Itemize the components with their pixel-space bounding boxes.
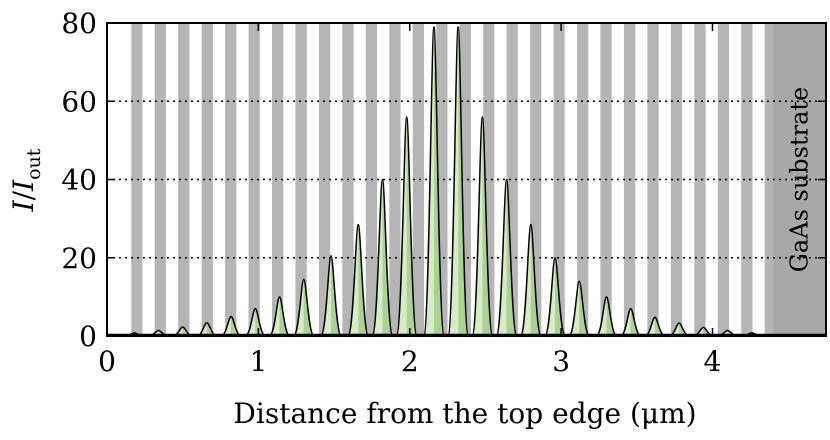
peak-fill-right — [579, 281, 590, 336]
layer-stripe — [154, 23, 166, 336]
layer-stripe — [201, 23, 213, 336]
intensity-peak — [244, 307, 267, 337]
intensity-peak — [519, 223, 542, 337]
peak-fill-left — [347, 224, 359, 336]
peak-fill-left — [568, 281, 580, 336]
y-tick-label: 40 — [61, 164, 97, 197]
peak-fill-left — [220, 316, 232, 336]
peak-fill-left — [447, 26, 459, 336]
layer-stripe — [178, 23, 190, 336]
intensity-area — [107, 26, 826, 337]
peak-fill-right — [606, 296, 617, 336]
y-tick-label: 80 — [61, 7, 97, 40]
peak-fill-left — [372, 179, 383, 336]
layer-stripe — [694, 23, 706, 336]
layer-stripe — [295, 23, 307, 336]
peak-fill-right — [382, 179, 393, 336]
peak-fill-left — [520, 224, 531, 336]
peak-fill-right — [303, 279, 315, 336]
layer-stripe — [506, 23, 518, 336]
x-tick-label: 3 — [552, 345, 570, 378]
layer-stripe — [741, 23, 753, 336]
substrate-region — [773, 23, 826, 336]
x-axis: 0 1 2 3 4 — [98, 23, 721, 378]
peak-fill-right — [358, 224, 369, 336]
substrate-label: GaAs substrate — [786, 87, 814, 272]
layer-stripe — [389, 23, 401, 336]
peak-fill-left — [596, 296, 607, 336]
peak-fill-left — [245, 308, 256, 336]
y-axis: 0 20 40 60 80 — [61, 7, 826, 353]
intensity-peak — [544, 256, 567, 337]
peak-fill-right — [654, 317, 666, 336]
y-tick-label: 20 — [61, 242, 97, 275]
intensity-peak — [395, 116, 418, 337]
layer-stripe — [670, 23, 683, 336]
peak-fill-left — [620, 308, 631, 336]
peak-fill-right — [458, 26, 469, 336]
intensity-peak — [268, 296, 291, 337]
peak-fill-left — [396, 116, 407, 337]
intensity-peak — [595, 296, 618, 337]
peak-fill-left — [472, 116, 483, 337]
layer-stripe — [717, 23, 730, 336]
peak-fill-right — [482, 116, 493, 337]
peak-fill-right — [679, 323, 690, 336]
layer-stripe — [530, 23, 542, 336]
peak-fill-right — [530, 224, 542, 336]
peak-fill-left — [293, 279, 304, 336]
x-tick-label: 1 — [249, 345, 267, 378]
peak-fill-left — [196, 322, 207, 336]
intensity-peak — [319, 255, 343, 337]
x-tick-label: 4 — [704, 345, 722, 378]
peak-fill-left — [668, 323, 680, 336]
layer-stripe — [131, 23, 143, 336]
intensity-peak — [568, 280, 591, 337]
peak-fill-right — [433, 26, 445, 336]
y-tick-label: 60 — [61, 85, 97, 118]
intensity-peak — [292, 278, 315, 337]
y-tick-label: 0 — [79, 320, 97, 353]
layer-stripe — [412, 23, 425, 336]
layer-stripe — [483, 23, 495, 336]
peak-fill-right — [206, 322, 218, 336]
intensity-peak — [471, 116, 494, 337]
peak-fill-left — [644, 317, 655, 336]
intensity-peak — [422, 26, 445, 337]
layer-stripe — [553, 23, 565, 336]
layer-stripe — [459, 23, 471, 336]
x-tick-label: 0 — [98, 345, 116, 378]
y-axis-label: I/Iout — [7, 148, 45, 212]
layer-stripe — [225, 23, 237, 336]
peak-fill-right — [630, 308, 642, 336]
peak-fill-left — [423, 26, 434, 336]
x-tick-label: 2 — [401, 345, 419, 378]
peak-fill-left — [544, 257, 556, 336]
peak-fill-left — [269, 296, 280, 336]
intensity-peak — [371, 178, 394, 337]
peak-fill-right — [555, 257, 566, 336]
peak-fill-left — [320, 255, 332, 336]
layer-stripe — [436, 23, 448, 336]
peak-fill-right — [231, 316, 242, 336]
layer-stripe — [248, 23, 260, 336]
peak-fill-right — [406, 116, 418, 337]
intensity-peak — [495, 178, 518, 337]
intensity-peak — [620, 307, 642, 337]
x-axis-label: Distance from the top edge (μm) — [233, 397, 696, 430]
peak-fill-left — [496, 179, 507, 336]
intensity-peak — [347, 223, 370, 337]
peak-fill-right — [506, 179, 517, 336]
intensity-peak — [447, 26, 470, 337]
peak-fill-right — [279, 296, 290, 336]
layer-stripe — [271, 23, 284, 336]
peak-fill-right — [331, 255, 342, 336]
